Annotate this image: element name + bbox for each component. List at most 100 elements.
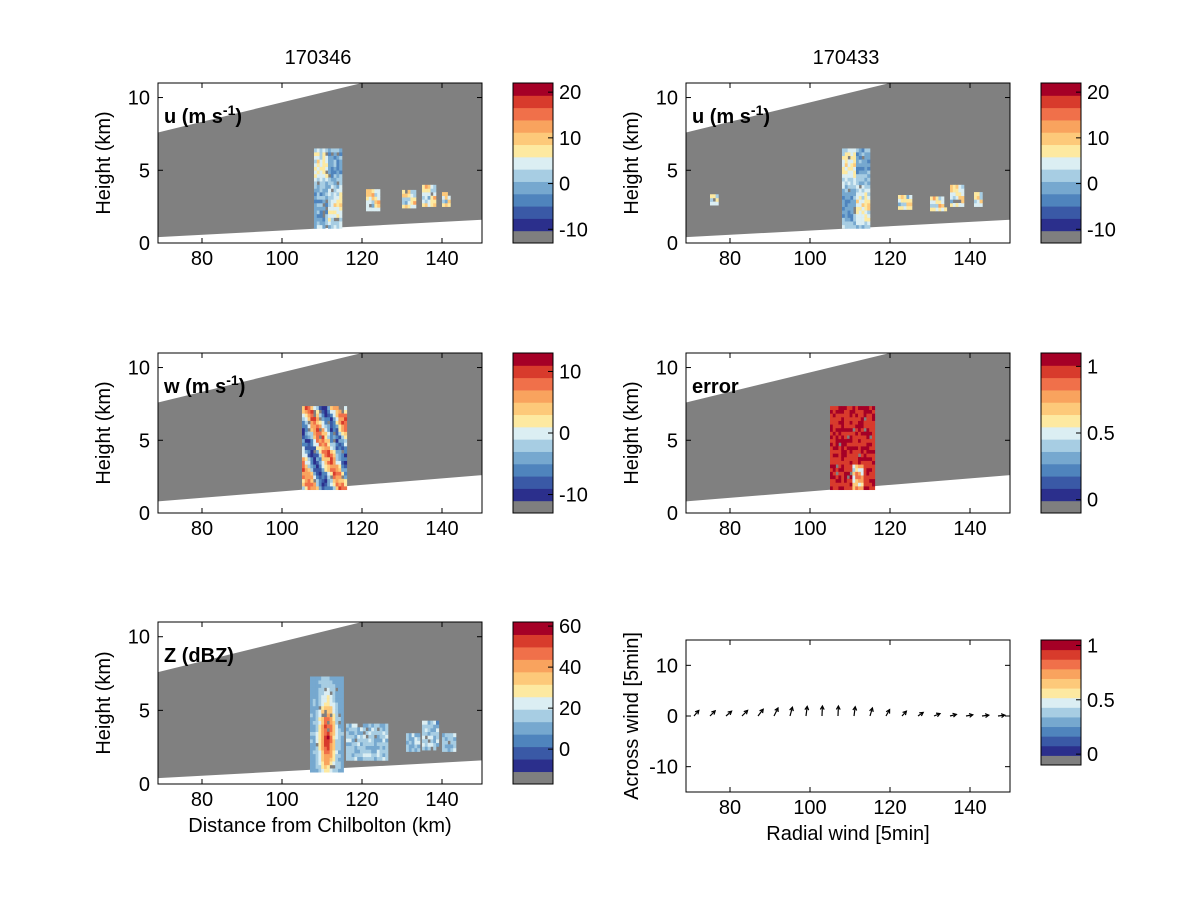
echo-pixel [844,449,848,454]
y-axis-label: Height (km) [621,111,643,214]
echo-pixel [909,198,913,203]
colorbar-swatch [513,119,553,133]
echo-pixel [321,427,325,432]
echo-pixel [849,413,853,418]
echo-pixel [844,217,848,222]
colorbar-swatch [513,169,553,182]
echo-pixel [354,753,358,758]
echo-pixel [338,683,342,688]
echo-pixel [316,427,320,432]
echo-pixel [332,486,336,491]
echo-pixel [318,716,322,721]
echo-pixel [444,740,448,745]
echo-pixel [315,750,319,755]
echo-pixel [958,188,962,193]
echo-pixel [958,184,962,189]
echo-pixel [324,471,328,476]
echo-pixel [338,453,342,458]
echo-pixel [321,424,325,429]
echo-pixel [424,739,428,744]
echo-pixel [351,753,355,758]
echo-pixel [329,709,333,714]
echo-pixel [869,449,873,454]
y-tick-label: 5 [139,160,150,182]
plot-area [158,622,482,779]
echo-pixel [321,761,325,766]
echo-pixel [860,446,864,451]
colorbar-swatch [1041,659,1081,670]
echo-pixel [328,155,332,160]
echo-pixel [327,460,331,465]
echo-pixel [422,184,426,189]
echo-pixel [385,734,389,739]
echo-pixel [316,195,320,200]
echo-pixel [427,742,431,747]
echo-pixel [324,406,328,411]
echo-pixel [344,431,348,436]
echo-pixel [374,742,378,747]
echo-pixel [941,196,945,201]
echo-pixel [860,449,864,454]
echo-pixel [329,735,333,740]
echo-pixel [328,184,332,189]
echo-pixel [312,687,316,692]
echo-pixel [319,210,323,215]
echo-pixel [332,475,336,480]
echo-pixel [315,691,319,696]
echo-pixel [385,742,389,747]
echo-pixel [382,723,386,728]
echo-pixel [858,195,862,200]
echo-pixel [333,224,337,229]
echo-pixel [376,734,380,739]
echo-pixel [377,203,381,208]
echo-pixel [852,449,856,454]
echo-pixel [841,464,845,469]
echo-pixel [844,482,848,487]
echo-pixel [930,196,934,201]
echo-pixel [860,420,864,425]
echo-pixel [322,217,326,222]
echo-pixel [312,683,316,688]
echo-pixel [333,203,337,207]
echo-pixel [414,740,418,745]
echo-pixel [382,730,386,735]
echo-pixel [310,471,314,476]
echo-cell [406,733,421,752]
echo-pixel [366,203,370,208]
echo-pixel [333,152,337,157]
echo-pixel [325,159,329,164]
echo-pixel [302,460,306,465]
echo-pixel [856,181,860,186]
echo-pixel [341,482,345,487]
echo-pixel [835,457,839,461]
echo-pixel [312,716,316,721]
echo-pixel [844,184,848,189]
echo-pixel [433,739,437,744]
echo-pixel [321,742,325,747]
echo-pixel [832,427,836,432]
echo-pixel [365,738,369,743]
echo-pixel [838,457,842,461]
echo-pixel [930,207,934,212]
echo-pixel [314,163,318,167]
echo-pixel [858,406,862,411]
echo-pixel [304,478,308,483]
echo-pixel [341,453,345,458]
echo-pixel [319,173,323,178]
plot-area [693,704,1007,719]
echo-pixel [872,446,876,451]
echo-pixel [430,195,434,200]
echo-pixel [324,676,328,681]
echo-pixel [402,204,406,209]
echo-pixel [324,753,328,758]
echo-pixel [315,739,319,744]
echo-pixel [433,188,437,193]
echo-pixel [307,424,311,429]
echo-pixel [330,163,334,167]
echo-pixel [382,753,386,758]
echo-pixel [424,199,428,204]
x-tick-label: 140 [953,518,986,540]
echo-pixel [835,446,839,451]
echo-pixel [898,198,902,203]
echo-pixel [339,159,343,164]
